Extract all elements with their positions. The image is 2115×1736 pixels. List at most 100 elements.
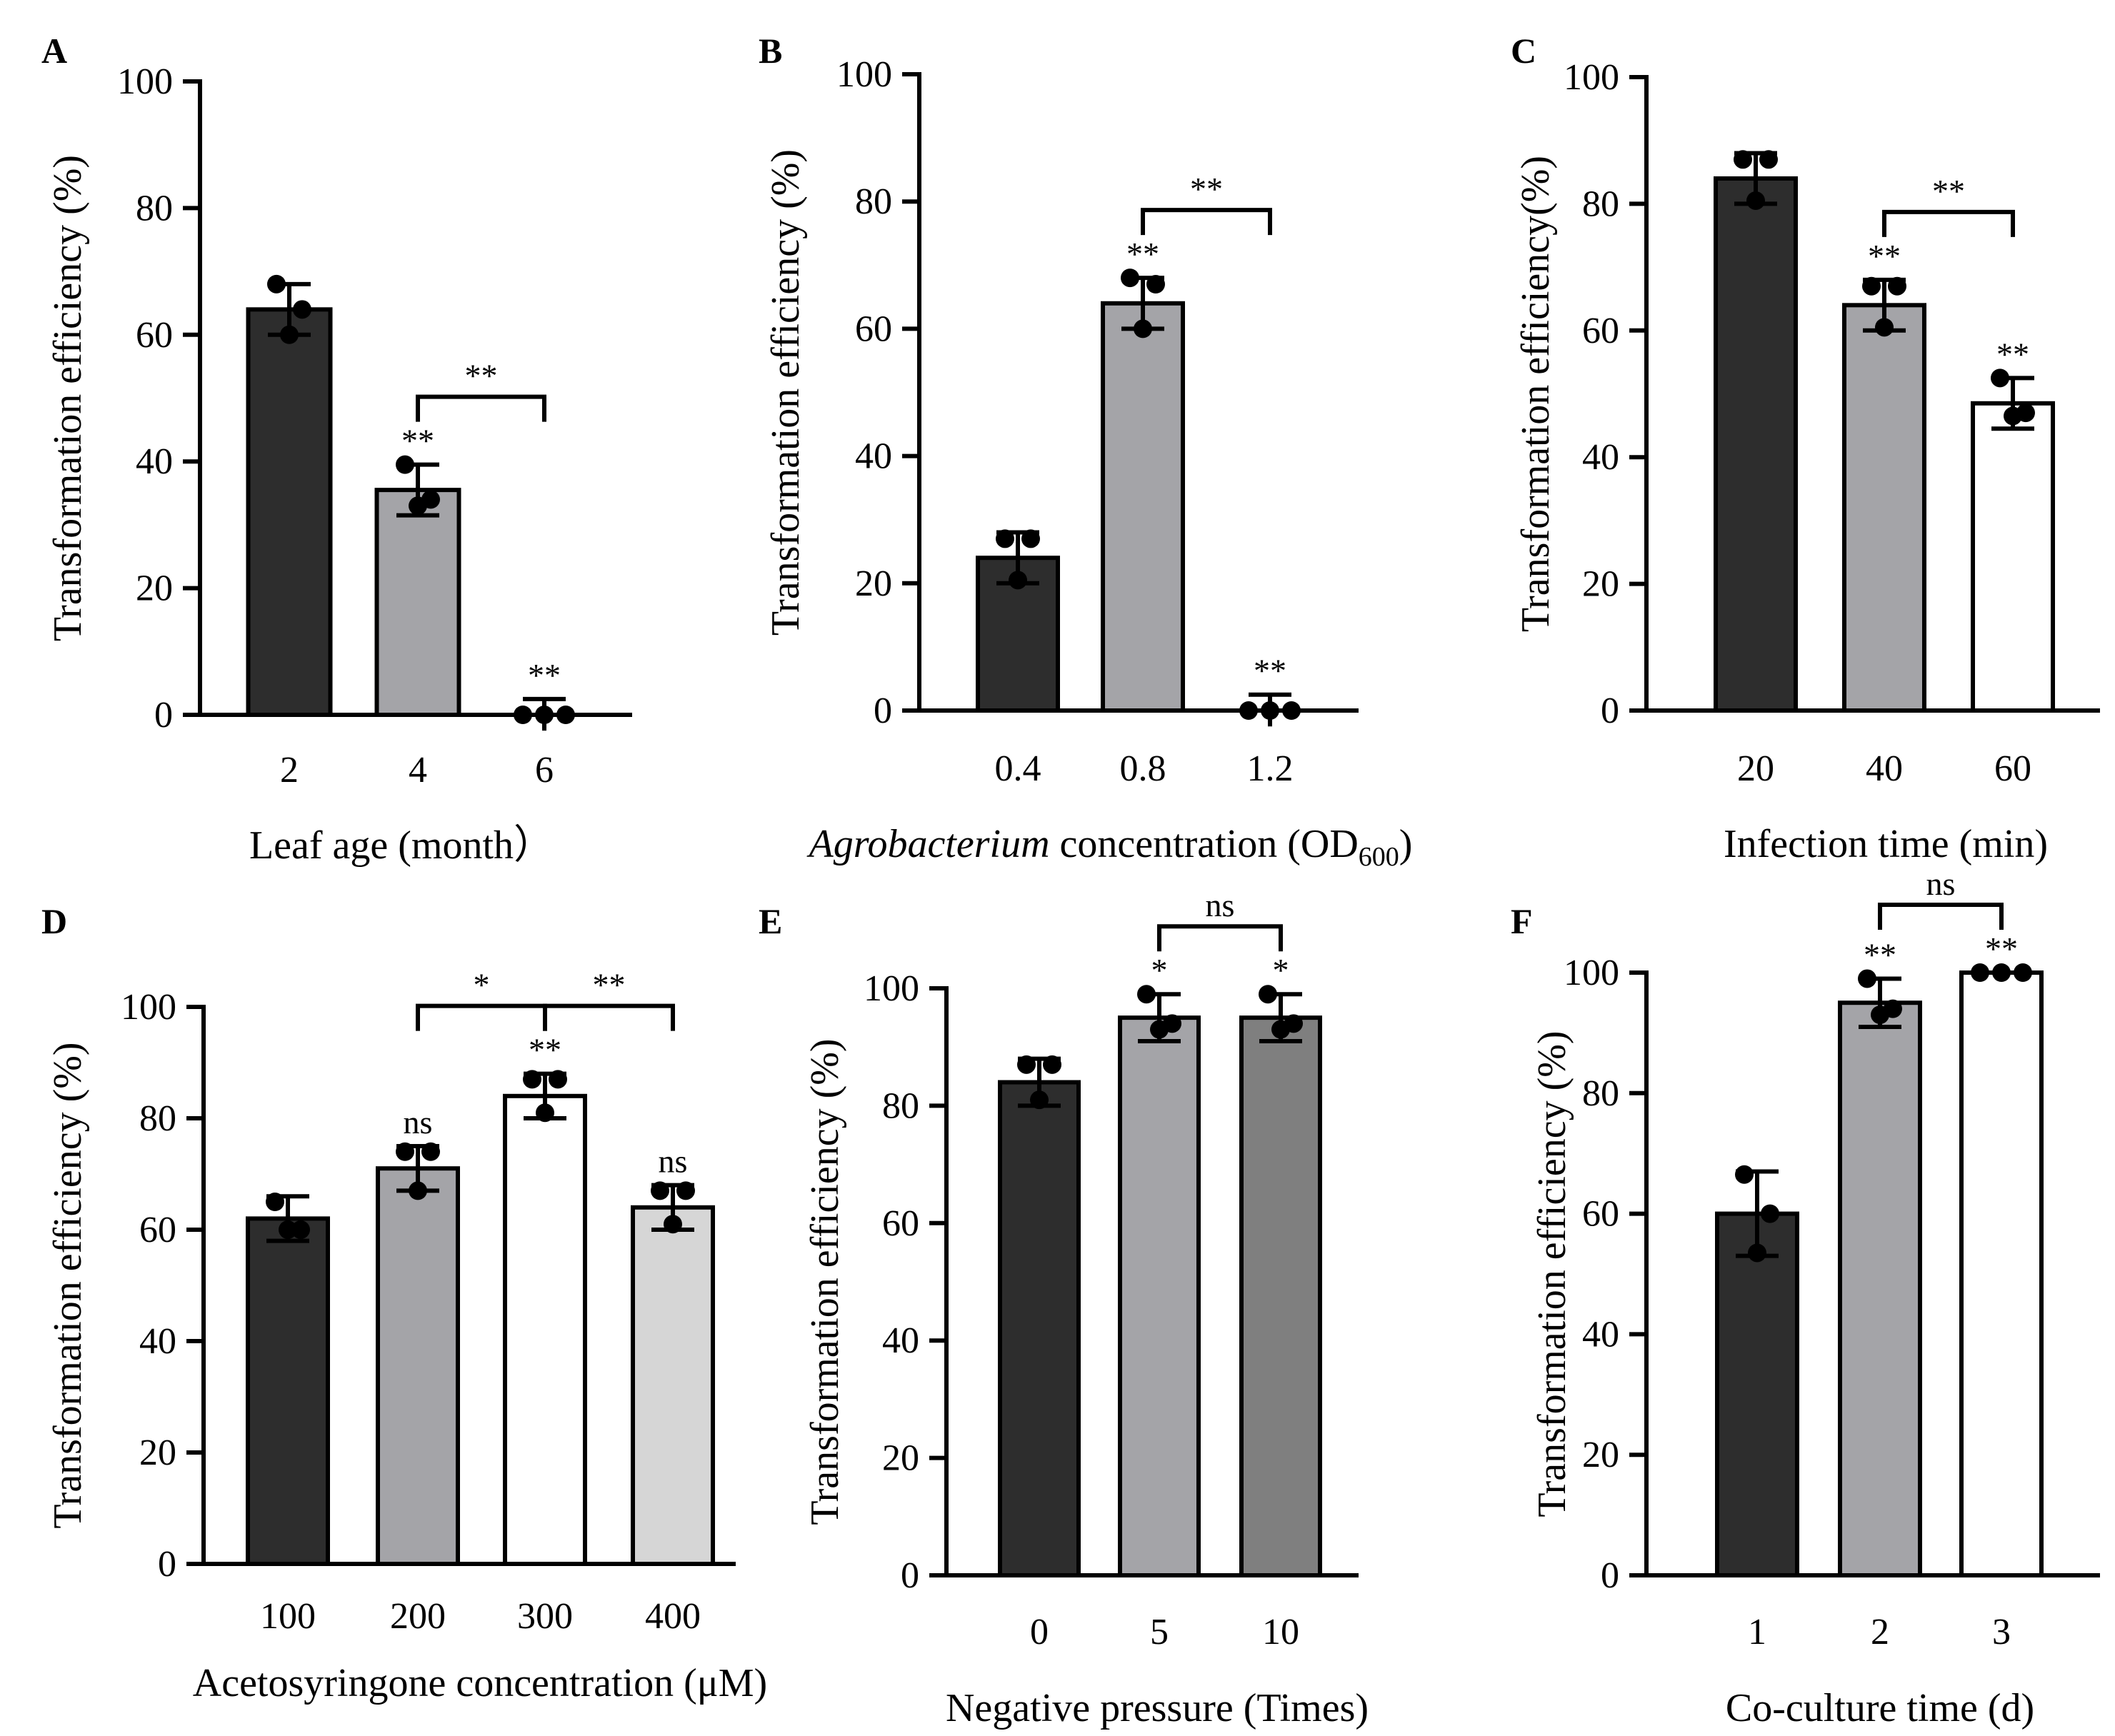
panel-d-bar <box>246 1216 330 1567</box>
panel-d-y-tick-label: 80 <box>139 1098 176 1139</box>
panel-c-comparison-label: ** <box>1932 173 1965 209</box>
panel-b-y-tick-label: 20 <box>855 563 892 604</box>
panel-a-comparison-bracket <box>416 394 546 422</box>
panel-b-y-tick-label: 0 <box>874 691 892 731</box>
panel-b-x-tick-label: 1.2 <box>1247 748 1294 789</box>
panel-c-bar <box>1714 176 1798 713</box>
panel-a-data-point <box>293 300 311 319</box>
panel-d-comparison-bracket <box>543 1003 675 1031</box>
panel-f-significance-mark: ** <box>1864 936 1896 973</box>
panel-c-data-point <box>1875 318 1894 337</box>
panel-b-significance-mark: ** <box>1126 236 1159 272</box>
panel-d-x-tick-label: 100 <box>260 1596 316 1637</box>
panel-f-data-point <box>1871 1005 1889 1025</box>
panel-a-data-point <box>556 706 575 724</box>
panel-b-data-point <box>1261 701 1279 720</box>
panel-b-bar <box>1101 301 1185 713</box>
panel-c-data-point <box>1746 191 1765 210</box>
panel-c-comparison-bracket <box>1882 209 2015 237</box>
panel-d-x-tick-label: 200 <box>390 1596 446 1637</box>
panel-d-data-point <box>664 1215 682 1234</box>
panel-b-comparison-bracket <box>1141 208 1272 236</box>
panel-c-data-point <box>1991 368 2009 388</box>
panel-c-data-point <box>1888 276 1906 296</box>
panel-d-y-tick-label: 60 <box>139 1210 176 1250</box>
panel-b-comparison-label: ** <box>1190 171 1223 207</box>
panel-f-data-point <box>1761 1204 1779 1223</box>
panel-f-y-tick-label: 80 <box>1582 1073 1619 1114</box>
panel-b-data-point <box>1239 701 1258 720</box>
panel-f-data-point <box>1971 963 1989 982</box>
panel-e-data-point <box>1150 1020 1169 1039</box>
panel-c-data-point <box>1759 150 1778 169</box>
panel-c-bar <box>1842 303 1926 713</box>
panel-a-x-title: Leaf age (month） <box>249 823 554 868</box>
panel-d-letter: D <box>41 901 67 941</box>
panel-e-x-title: Negative pressure (Times) <box>946 1686 1369 1730</box>
panel-b-data-point <box>996 529 1014 548</box>
panel-e-comparison-label: ns <box>1206 887 1235 923</box>
panel-d-y-tick-label: 20 <box>139 1433 176 1473</box>
panel-a-y-tick-label: 40 <box>136 441 173 482</box>
panel-d-bar <box>503 1093 587 1567</box>
panel-a-bar <box>374 488 461 717</box>
panel-e-bar <box>998 1080 1081 1577</box>
panel-a-x-tick-label: 6 <box>535 750 554 791</box>
panel-d-data-point <box>291 1220 310 1239</box>
panel-d-data-point <box>549 1070 567 1089</box>
panel-d-data-point <box>651 1181 669 1200</box>
panel-f-comparison-label: ns <box>1926 866 1956 902</box>
panel-a-y-tick-label: 0 <box>154 695 173 736</box>
panel-c-y-tick-label: 0 <box>1601 691 1619 731</box>
panel-b-x-title-part: 600 <box>1359 842 1399 872</box>
panel-e-x-tick-label: 5 <box>1150 1612 1169 1652</box>
panel-a-y-tick-label: 80 <box>136 188 173 229</box>
panel-c-x-tick-label: 40 <box>1866 748 1903 789</box>
panel-f-x-tick-label: 1 <box>1748 1612 1766 1652</box>
panel-f-significance-mark: ** <box>1985 930 2018 967</box>
panel-f-y-tick-label: 0 <box>1601 1555 1619 1596</box>
panel-e-letter: E <box>759 901 782 941</box>
panel-d-data-point <box>536 1103 554 1123</box>
panel-f-y-tick-label: 20 <box>1582 1435 1619 1475</box>
panel-a-bar <box>246 307 333 717</box>
panel-f-comparison-bracket <box>1878 903 2004 930</box>
panel-f-y-tick-label: 60 <box>1582 1194 1619 1235</box>
panel-a-x-tick-label: 4 <box>409 750 427 791</box>
panel-e-data-point <box>1043 1055 1061 1074</box>
panel-d-comparison-label: ** <box>593 967 626 1003</box>
panel-d-x-tick-label: 300 <box>517 1596 573 1637</box>
panel-b-data-point <box>1282 701 1301 720</box>
panel-f-data-point <box>1858 969 1876 988</box>
panel-b-y-tick-label: 60 <box>855 308 892 349</box>
panel-c-significance-mark: ** <box>1996 336 2029 372</box>
panel-d-y-title: Transformation efficiency (%) <box>46 1042 90 1528</box>
panel-a-data-point <box>409 496 427 516</box>
panel-c-data-point <box>1734 150 1752 169</box>
panel-b-significance-mark: ** <box>1254 653 1286 689</box>
panel-b-y-tick-label: 100 <box>836 54 892 95</box>
panel-d-y-tick-label: 40 <box>139 1321 176 1362</box>
panel-d-significance-mark: ns <box>659 1143 688 1180</box>
panel-a-letter: A <box>41 31 67 71</box>
panel-f-data-point <box>1735 1165 1754 1184</box>
panel-b-data-point <box>1134 319 1152 338</box>
panel-a-data-point <box>535 706 554 724</box>
panel-b-data-point <box>1021 529 1040 548</box>
panel-e-data-point <box>1017 1055 1036 1074</box>
panel-c-y-title: Transformation efficiency(%) <box>1514 156 1558 632</box>
panel-b-x-title: Agrobacterium concentration (OD600) <box>806 822 1413 872</box>
panel-f-data-point <box>1748 1243 1766 1263</box>
panel-d-y-tick-label: 0 <box>158 1544 176 1585</box>
panel-e-y-tick-label: 0 <box>901 1555 919 1596</box>
panel-f-x-tick-label: 2 <box>1871 1612 1889 1652</box>
panel-d-bar <box>376 1166 460 1566</box>
panel-f-data-point <box>2014 963 2032 982</box>
panel-f-x-tick-label: 3 <box>1992 1612 2011 1652</box>
panel-b-x-tick-label: 0.4 <box>995 748 1041 789</box>
panel-e-bar <box>1118 1015 1201 1577</box>
panel-e-comparison-bracket <box>1157 924 1283 952</box>
panel-a-data-point <box>267 274 286 293</box>
panel-a-comparison-label: ** <box>465 358 498 394</box>
